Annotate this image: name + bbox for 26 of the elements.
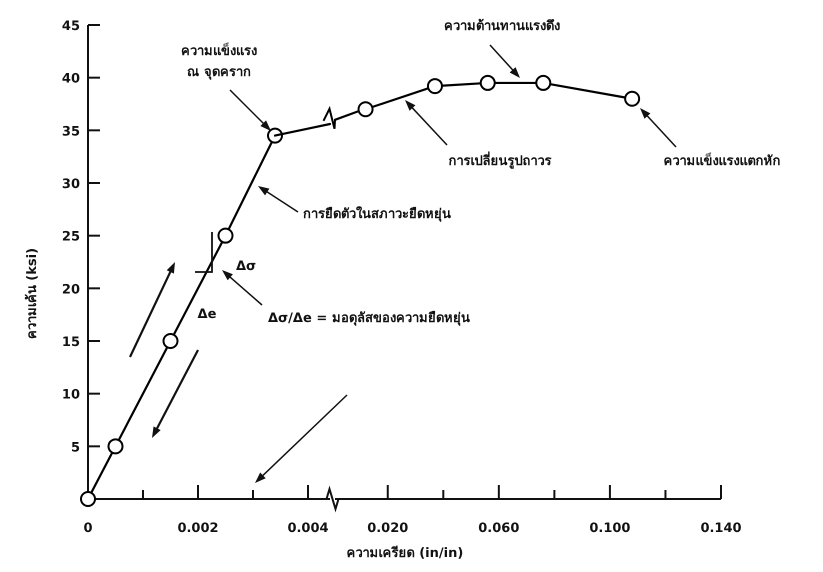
y-tick-label: 25 [62,230,80,245]
annotation: ความแข็งแรง ณ จุดคราก [181,44,257,80]
x-tick-label: 0.060 [478,521,520,536]
x-tick-label: 0.002 [177,521,219,536]
annotation: การยืดตัวในสภาวะยืดหยุ่น [303,207,451,222]
annotation: ความต้านทานแรงดึง [444,19,560,34]
annotation: Δe [198,307,216,322]
x-axis-title: ความเครียด (in/in) [346,545,464,561]
x-tick-label: 0 [83,521,93,536]
y-tick-label: 5 [70,440,80,456]
x-tick-label: 0.020 [367,521,408,536]
y-tick-label: 10 [62,388,80,403]
y-axis-title: ความเค้น (ksi) [24,248,40,340]
y-tick-label: 15 [62,335,80,350]
y-tick-label: 20 [62,282,80,298]
y-tick-label: 45 [62,19,80,34]
x-tick-label: 0.004 [287,521,329,536]
annotation: ความแข็งแรงแตกหัก [664,154,780,169]
annotation: การเปลี่ยนรูปถาวร [448,154,552,169]
x-tick-label: 0.100 [589,521,630,536]
annotation: Δσ/Δe = มอดุลัสของความยืดหยุ่น [268,311,470,326]
y-tick-label: 35 [62,124,80,140]
annotation: Δσ [236,259,256,274]
y-tick-label: 30 [62,177,80,192]
x-tick-label: 0.140 [700,521,742,536]
y-tick-label: 40 [62,72,80,87]
